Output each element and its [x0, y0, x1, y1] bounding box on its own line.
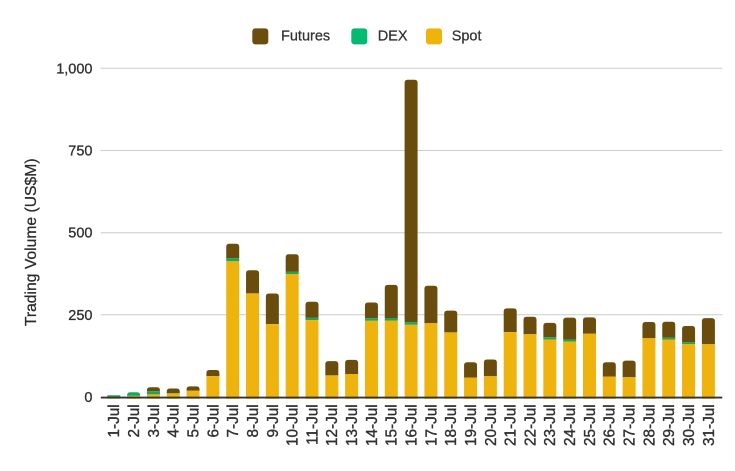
svg-text:26-Jul: 26-Jul — [602, 404, 619, 446]
svg-text:27-Jul: 27-Jul — [622, 404, 639, 446]
svg-text:10-Jul: 10-Jul — [285, 404, 302, 446]
svg-text:6-Jul: 6-Jul — [205, 404, 222, 437]
svg-text:Trading Volume (US$M): Trading Volume (US$M) — [23, 158, 40, 326]
svg-text:19-Jul: 19-Jul — [463, 404, 480, 446]
svg-text:21-Jul: 21-Jul — [503, 404, 520, 446]
svg-text:4-Jul: 4-Jul — [166, 404, 183, 437]
svg-text:DEX: DEX — [378, 29, 408, 45]
svg-text:0: 0 — [84, 390, 92, 406]
svg-text:18-Jul: 18-Jul — [443, 404, 460, 446]
svg-text:29-Jul: 29-Jul — [661, 404, 678, 446]
svg-text:5-Jul: 5-Jul — [185, 404, 202, 437]
svg-text:250: 250 — [68, 308, 92, 324]
svg-text:14-Jul: 14-Jul — [364, 404, 381, 446]
svg-text:3-Jul: 3-Jul — [146, 404, 163, 437]
svg-text:2-Jul: 2-Jul — [126, 404, 143, 437]
svg-text:31-Jul: 31-Jul — [701, 404, 718, 446]
svg-text:9-Jul: 9-Jul — [265, 404, 282, 437]
svg-text:13-Jul: 13-Jul — [344, 404, 361, 446]
svg-text:7-Jul: 7-Jul — [225, 404, 242, 437]
svg-text:11-Jul: 11-Jul — [304, 404, 321, 445]
svg-text:500: 500 — [68, 226, 92, 242]
svg-text:20-Jul: 20-Jul — [483, 404, 500, 446]
svg-text:23-Jul: 23-Jul — [542, 404, 559, 446]
svg-text:12-Jul: 12-Jul — [324, 404, 341, 446]
svg-text:Futures: Futures — [281, 29, 330, 45]
svg-text:28-Jul: 28-Jul — [641, 404, 658, 446]
svg-text:8-Jul: 8-Jul — [245, 404, 262, 437]
svg-text:1-Jul: 1-Jul — [106, 404, 123, 437]
svg-text:15-Jul: 15-Jul — [384, 404, 401, 446]
svg-text:30-Jul: 30-Jul — [681, 404, 698, 446]
svg-text:17-Jul: 17-Jul — [423, 404, 440, 446]
svg-text:16-Jul: 16-Jul — [404, 404, 421, 446]
svg-text:25-Jul: 25-Jul — [582, 404, 599, 446]
svg-text:Spot: Spot — [452, 29, 482, 45]
svg-text:24-Jul: 24-Jul — [562, 404, 579, 446]
svg-text:1,000: 1,000 — [56, 61, 92, 77]
svg-text:750: 750 — [68, 144, 92, 160]
svg-text:22-Jul: 22-Jul — [522, 404, 539, 446]
